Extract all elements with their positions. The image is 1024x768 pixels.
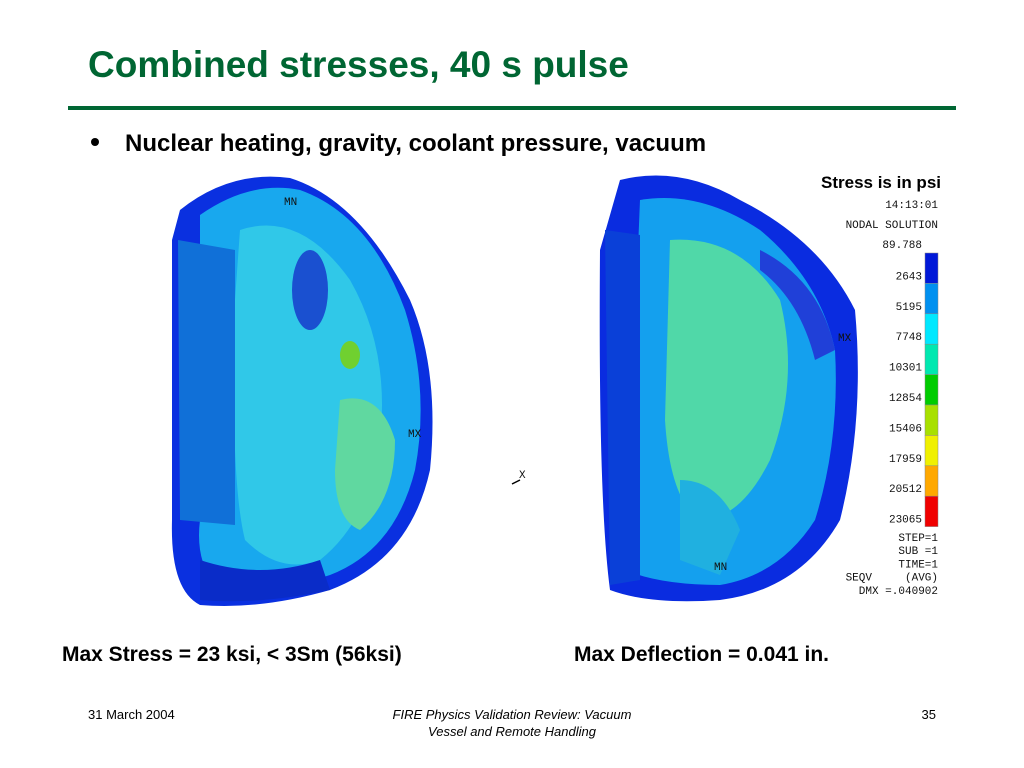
footer-center: FIRE Physics Validation Review: Vacuum	[393, 707, 632, 722]
legend-level: 20512	[889, 484, 922, 496]
legend-level: 2643	[896, 271, 922, 283]
bullet-text: Nuclear heating, gravity, coolant pressu…	[125, 130, 706, 157]
footer-center: Vessel and Remote Handling	[428, 724, 597, 739]
caption: Max Deflection = 0.041 in.	[574, 643, 829, 666]
legend-level: 23065	[889, 515, 922, 527]
unit-note: Stress is in psi	[821, 173, 941, 192]
legend-level: 5195	[896, 302, 922, 314]
model-label: MN	[284, 197, 297, 209]
legend-swatch	[924, 374, 939, 406]
legend-info: STEP=1	[898, 533, 938, 545]
legend-level: 12854	[889, 393, 922, 405]
axis-triad	[511, 479, 521, 485]
legend-info: SUB =1	[898, 546, 938, 558]
color-legend: 14:13:01 NODAL SOLUTION 89.788 2643 5195 77…	[846, 200, 939, 598]
slide-title: Combined stresses, 40 s pulse	[88, 44, 629, 85]
axis-label: X	[519, 470, 526, 482]
footer-date: 31 March 2004	[88, 707, 175, 722]
legend-swatch	[924, 252, 939, 284]
legend-swatch	[924, 435, 939, 467]
legend-level: 17959	[889, 454, 922, 466]
legend-swatch	[924, 495, 939, 527]
legend-swatch	[924, 343, 939, 375]
title-rule	[68, 106, 956, 110]
model-label: MX	[408, 429, 422, 441]
legend-time: 14:13:01	[885, 200, 938, 212]
legend-swatch	[924, 404, 939, 436]
bullet-dot	[91, 138, 99, 146]
model-label: MN	[714, 562, 727, 574]
right-model	[599, 175, 858, 602]
legend-info: SEQV (AVG)	[846, 573, 938, 585]
left-model	[171, 176, 433, 606]
model-label: MX	[838, 333, 852, 345]
legend-info: DMX =.040902	[859, 586, 938, 598]
legend-heading: NODAL SOLUTION	[846, 220, 938, 232]
caption: Max Stress = 23 ksi, < 3Sm (56ksi)	[62, 643, 402, 666]
legend-level: 89.788	[882, 240, 922, 252]
legend-level: 7748	[896, 332, 922, 344]
legend-swatch	[924, 313, 939, 345]
legend-level: 10301	[889, 363, 922, 375]
footer-page: 35	[922, 707, 936, 722]
legend-swatch	[924, 283, 939, 315]
legend-info: TIME=1	[898, 559, 938, 571]
legend-swatch	[924, 465, 939, 497]
legend-level: 15406	[889, 423, 922, 435]
